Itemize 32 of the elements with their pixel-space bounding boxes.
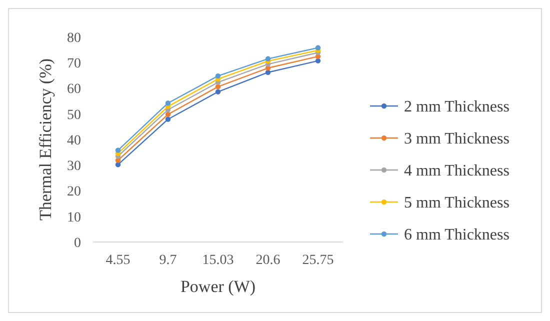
legend-label: 4 mm Thickness [404, 162, 510, 180]
x-tick-label: 25.75 [302, 253, 334, 268]
y-tick-label: 20 [67, 184, 81, 200]
x-tick-label: 9.7 [159, 253, 177, 268]
legend-label: 6 mm Thickness [404, 226, 510, 244]
y-tick-label: 50 [67, 108, 81, 123]
point [265, 56, 271, 62]
y-axis-title: Thermal Efficiency (%) [36, 58, 55, 221]
point [115, 162, 121, 168]
y-tick-label: 60 [67, 82, 81, 98]
x-tick-label: 15.03 [202, 253, 234, 268]
point [165, 112, 171, 117]
point [315, 45, 321, 50]
y-tick-label: 0 [74, 236, 81, 251]
point [115, 148, 121, 153]
point [165, 100, 171, 106]
x-tick-label: 20.6 [256, 253, 280, 268]
legend-label: 3 mm Thickness [404, 130, 510, 148]
y-tick-label: 10 [67, 210, 81, 226]
y-tick-label: 40 [67, 133, 81, 148]
x-axis-title: Power (W) [180, 277, 256, 296]
point [215, 73, 221, 79]
point [215, 89, 221, 94]
y-tick-label: 80 [67, 30, 81, 46]
legend-label: 2 mm Thickness [404, 98, 510, 116]
y-tick-label: 30 [67, 159, 81, 174]
y-tick-label: 70 [67, 56, 81, 72]
legend-label: 5 mm Thickness [404, 194, 510, 212]
point [265, 70, 271, 75]
x-tick-label: 4.55 [106, 253, 130, 268]
point [315, 58, 321, 64]
point [165, 116, 171, 122]
